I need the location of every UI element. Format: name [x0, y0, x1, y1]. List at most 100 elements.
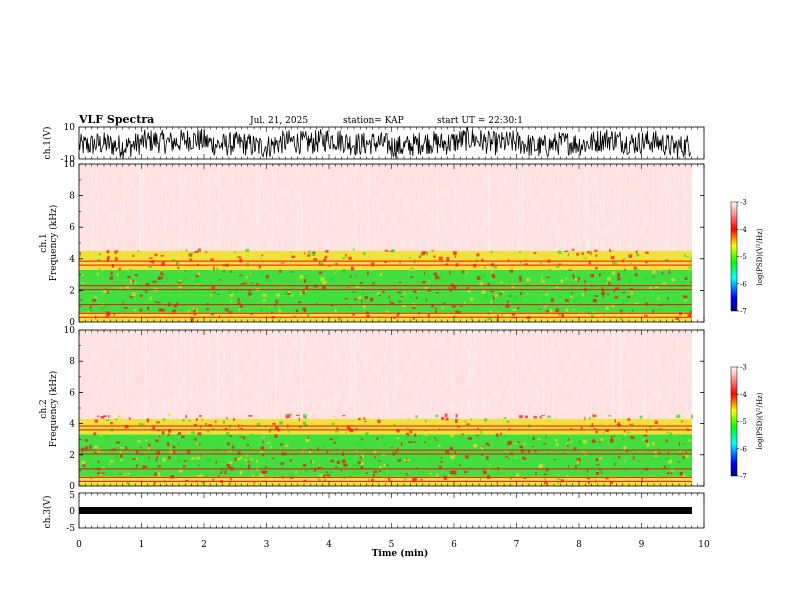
- spectro-speckle: [523, 477, 527, 480]
- spectro-speckle: [357, 461, 361, 464]
- spectro-speckle: [678, 434, 680, 437]
- spectro-speckle: [558, 263, 562, 266]
- spectro-speckle: [488, 424, 491, 429]
- spectro-speckle: [612, 271, 616, 275]
- spectro-speckle: [455, 419, 458, 423]
- spectro-speckle: [289, 457, 292, 459]
- spectro-speckle: [554, 438, 558, 442]
- spectro-speckle: [629, 287, 633, 291]
- spectro-speckle: [612, 312, 615, 317]
- spectro-speckle: [424, 441, 427, 443]
- spectro-speckle: [417, 278, 419, 283]
- spectro-speckle: [489, 310, 492, 313]
- spectro-speckle: [402, 478, 407, 481]
- spectro-speckle: [594, 295, 599, 297]
- spectro-speckle: [153, 481, 156, 485]
- spectro-speckle: [211, 297, 214, 299]
- spectro-speckle: [683, 434, 687, 437]
- spectro-speckle: [646, 443, 650, 447]
- colorbar-gradient: [730, 366, 738, 477]
- colorbar-tick-label: -3: [740, 364, 747, 372]
- spectro-speckle: [199, 248, 201, 252]
- spectro-speckle: [460, 271, 464, 274]
- ch1-colorbar-label: log(PSD)(V²/Hz): [756, 228, 764, 285]
- spectro-speckle: [227, 464, 231, 466]
- spectro-speckle: [411, 255, 414, 258]
- spectro-speckle: [256, 422, 261, 427]
- spectro-speckle: [251, 282, 253, 285]
- spectro-speckle: [305, 289, 307, 292]
- spectro-speckle: [649, 425, 652, 429]
- spectro-speckle: [400, 296, 404, 298]
- spectro-speckle: [546, 310, 549, 313]
- spectro-speckle: [231, 445, 235, 449]
- spectro-speckle: [523, 292, 525, 294]
- spectro-speckle: [109, 276, 113, 280]
- spectro-speckle: [396, 314, 399, 318]
- spectro-speckle: [642, 437, 645, 441]
- spectro-speckle: [438, 465, 442, 469]
- spectro-speckle: [326, 471, 328, 474]
- spectro-speckle: [409, 429, 413, 434]
- colorbar-tick-label: -5: [740, 418, 747, 426]
- spectro-speckle: [623, 468, 628, 472]
- spectro-speckle: [434, 436, 436, 440]
- spectro-speckle: [641, 477, 643, 481]
- spectro-speckle: [344, 273, 347, 275]
- spectro-speckle: [584, 280, 586, 284]
- spectro-speckle: [610, 255, 615, 260]
- spectro-speckle: [567, 444, 569, 447]
- spectro-speckle: [167, 455, 169, 457]
- spectro-speckle: [403, 459, 407, 462]
- spectro-speckle: [602, 432, 604, 434]
- spectro-speckle: [593, 427, 597, 429]
- spectro-speckle: [303, 414, 307, 418]
- spectro-speckle: [240, 456, 242, 460]
- ch3-ytick-mid: 0: [69, 507, 75, 517]
- colorbar-tick-label: -6: [740, 280, 747, 288]
- spectro-speckle: [211, 286, 215, 291]
- spectro-speckle: [326, 451, 329, 454]
- spectro-speckle: [196, 456, 201, 460]
- spectro-speckle: [617, 273, 620, 278]
- spectro-speckle: [79, 254, 81, 257]
- spectro-speckle: [467, 425, 469, 430]
- spectro-speckle: [441, 416, 445, 420]
- spectro-speckle: [160, 268, 164, 271]
- spectro-speckle: [399, 314, 403, 318]
- spectro-speckle: [379, 273, 382, 277]
- spectro-speckle: [271, 457, 275, 459]
- spectro-speckle: [438, 444, 441, 448]
- x-axis-label: Time (min): [372, 548, 429, 559]
- spectro-speckle: [342, 257, 346, 259]
- spectro-speckle: [467, 288, 471, 293]
- spectro-speckle: [465, 300, 467, 302]
- spectro-speckle: [584, 451, 586, 454]
- spectro-speckle: [463, 421, 467, 423]
- spectro-speckle: [674, 427, 677, 430]
- figure-title: VLF Spectra: [78, 113, 154, 126]
- station-label: station= KAP: [343, 116, 404, 126]
- spectro-speckle: [319, 262, 321, 266]
- spectro-speckle: [623, 446, 627, 450]
- spectro-speckle: [160, 311, 163, 314]
- x-tick-label: 4: [326, 540, 332, 550]
- spectro-speckle: [94, 451, 97, 454]
- spectro-speckle: [543, 297, 545, 300]
- spectro-speckle: [114, 317, 117, 320]
- spectro-speckle: [605, 306, 609, 310]
- spectro-speckle: [402, 478, 405, 480]
- spectro-speckle: [519, 277, 522, 282]
- spectro-speckle: [97, 472, 101, 475]
- spectro-speckle: [626, 420, 630, 422]
- spectro-speckle: [632, 456, 635, 460]
- spectro-speckle: [418, 435, 421, 438]
- spectro-speckle: [245, 276, 248, 280]
- spectro-speckle: [524, 415, 528, 419]
- x-tick-label: 6: [451, 540, 457, 550]
- spectro-speckle: [210, 281, 212, 286]
- spectro-speckle: [565, 299, 569, 302]
- spectro-speckle: [541, 414, 545, 416]
- spectro-speckle: [384, 261, 387, 263]
- spectro-speckle: [543, 273, 545, 275]
